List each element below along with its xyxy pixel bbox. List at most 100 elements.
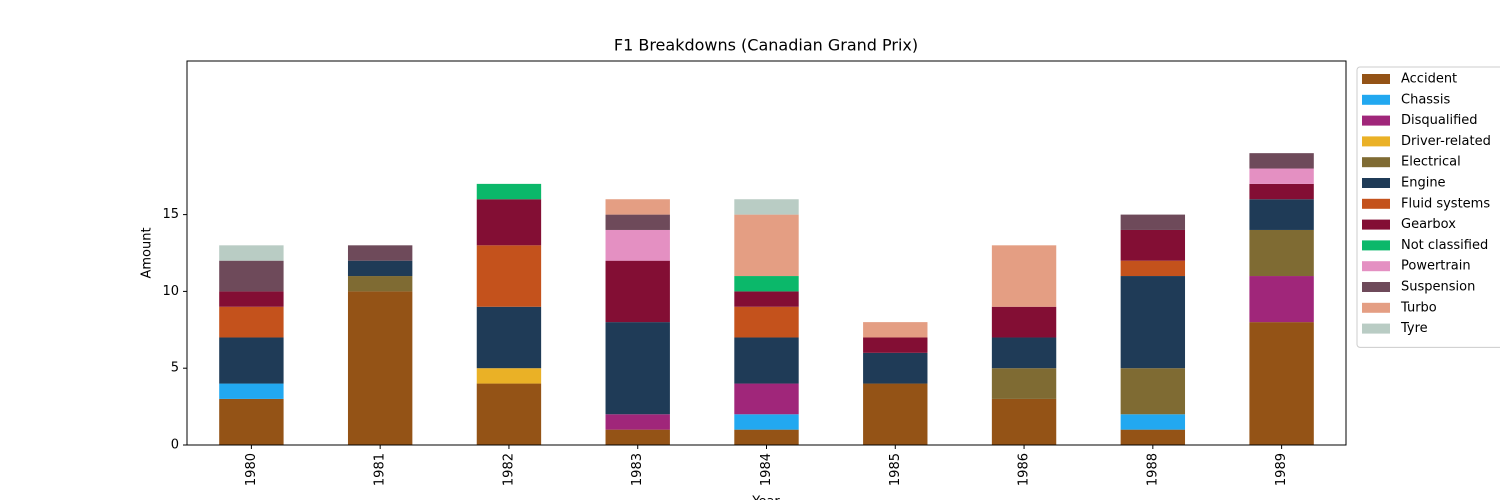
legend-swatch — [1362, 302, 1390, 313]
bar-segment — [734, 383, 799, 415]
bar-segment — [605, 322, 670, 415]
bar-segment — [991, 306, 1057, 338]
bar-segment — [219, 245, 284, 261]
legend-swatch — [1362, 323, 1390, 334]
legend-label: Not classified — [1401, 238, 1488, 253]
bar-segment — [1249, 199, 1314, 230]
legend-swatch — [1362, 94, 1390, 105]
legend-label: Fluid systems — [1401, 196, 1490, 211]
bar-segment — [1120, 229, 1186, 261]
legend-label: Electrical — [1401, 155, 1461, 170]
bar-segment — [476, 306, 542, 369]
bar-segment — [1120, 214, 1186, 230]
legend-swatch — [1362, 115, 1390, 126]
x-tick-label: 1986 — [1017, 453, 1032, 486]
legend-swatch — [1362, 178, 1390, 188]
bar-segment — [863, 352, 928, 384]
bar-segment — [991, 245, 1057, 307]
bar-segment — [605, 260, 670, 323]
bar-segment — [476, 199, 542, 246]
legend-swatch — [1362, 219, 1390, 230]
x-tick-label: 1981 — [373, 453, 388, 486]
legend-label: Tyre — [1400, 321, 1428, 336]
bar-segment — [863, 337, 928, 353]
bar-segment — [1249, 153, 1314, 169]
x-tick-label: 1989 — [1274, 453, 1289, 486]
bar-segment — [219, 260, 284, 292]
legend-label: Turbo — [1400, 300, 1437, 315]
bar-segment — [605, 214, 670, 230]
x-tick-label: 1985 — [888, 453, 903, 486]
legend-label: Driver-related — [1401, 134, 1491, 149]
legend-label: Chassis — [1401, 92, 1450, 107]
bar-segment — [863, 322, 928, 338]
bar-segment — [991, 368, 1057, 399]
legend-swatch — [1362, 240, 1390, 251]
bar-segment — [1120, 368, 1186, 415]
bar-segment — [605, 414, 670, 430]
bar-segment — [734, 306, 799, 338]
bar-segment — [219, 306, 284, 338]
bar-segment — [991, 398, 1057, 445]
y-tick-label: 15 — [162, 207, 179, 222]
bar-segment — [476, 383, 542, 445]
legend-box — [1356, 66, 1500, 348]
bar-segment — [1249, 322, 1314, 445]
bar-segment — [605, 229, 670, 261]
bar-segment — [1249, 168, 1314, 184]
legend-swatch — [1362, 157, 1390, 168]
bar-segment — [605, 199, 670, 215]
bar-segment — [1120, 414, 1186, 430]
legend-swatch — [1362, 74, 1390, 84]
bar-segment — [347, 245, 413, 261]
x-tick-label: 1983 — [630, 453, 645, 486]
bar-segment — [347, 260, 413, 277]
legend-swatch — [1362, 282, 1390, 292]
bar-segment — [734, 291, 799, 307]
bar-segment — [734, 276, 799, 292]
x-axis-label: Year — [751, 495, 780, 500]
bar-segment — [219, 383, 284, 399]
y-tick-label: 5 — [171, 361, 179, 376]
bar-segment — [1249, 183, 1314, 200]
legend-label: Disqualified — [1401, 113, 1478, 128]
bar-segment — [734, 337, 799, 384]
y-tick-label: 0 — [171, 438, 179, 453]
chart-title: F1 Breakdowns (Canadian Grand Prix) — [614, 36, 918, 55]
bar-segment — [1120, 429, 1186, 445]
legend-swatch — [1362, 261, 1390, 272]
bar-segment — [476, 183, 542, 200]
bar-segment — [347, 276, 413, 292]
legend-label: Accident — [1401, 72, 1457, 87]
bar-segment — [347, 291, 413, 445]
legend-label: Gearbox — [1401, 217, 1456, 232]
plot-frame — [186, 60, 1347, 446]
bar-segment — [1120, 276, 1186, 369]
legend-label: Suspension — [1401, 280, 1475, 295]
x-tick-label: 1982 — [501, 453, 516, 486]
bar-segment — [476, 368, 542, 384]
bar-segment — [476, 245, 542, 307]
bar-segment — [219, 291, 284, 307]
bar-segment — [1249, 276, 1314, 323]
legend-label: Engine — [1401, 176, 1446, 191]
legend-swatch — [1362, 136, 1390, 147]
bar-segment — [863, 383, 928, 445]
y-axis-label: Amount — [140, 227, 155, 278]
bar-segment — [734, 429, 799, 445]
bar-segment — [605, 429, 670, 445]
x-tick-label: 1980 — [244, 453, 259, 486]
bar-segment — [1249, 229, 1314, 277]
legend-swatch — [1362, 198, 1390, 209]
bar-segment — [734, 214, 799, 277]
bar-segment — [734, 199, 799, 215]
bar-segment — [219, 337, 284, 384]
x-tick-label: 1984 — [759, 453, 774, 486]
legend-label: Powertrain — [1401, 259, 1471, 274]
bar-segment — [991, 337, 1057, 369]
x-tick-label: 1988 — [1145, 453, 1160, 486]
y-tick-label: 10 — [162, 284, 179, 299]
bar-segment — [1120, 260, 1186, 277]
